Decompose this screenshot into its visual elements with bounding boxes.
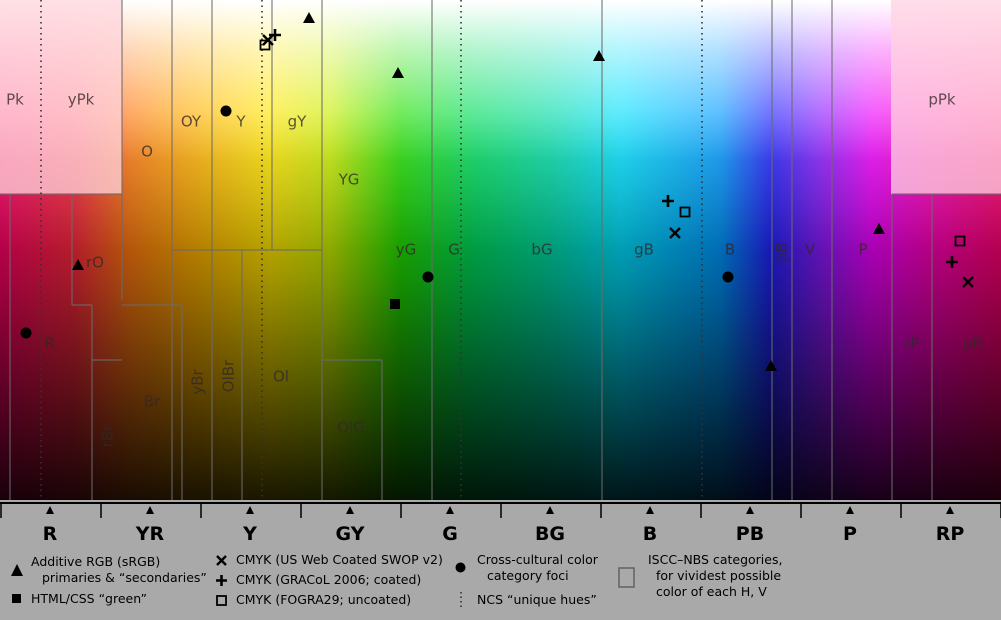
hue-axis-label-p: P xyxy=(843,523,857,545)
hue-axis-label-r: R xyxy=(43,523,58,545)
triangle-marker-rgb xyxy=(593,50,605,61)
legend-fogra-text: CMYK (FOGRA29; uncoated) xyxy=(236,592,412,607)
hue-axis-label-g: G xyxy=(442,523,458,545)
open-square-marker-fogra xyxy=(259,39,271,51)
open-square-icon xyxy=(216,595,227,606)
axis-tick-triangle xyxy=(146,506,154,514)
plus-marker-gracol xyxy=(946,256,958,268)
dotted-line-icon xyxy=(460,592,462,608)
category-label-rp: rP xyxy=(904,335,919,353)
category-label-ro: rO xyxy=(86,254,104,272)
category-label-yg: YG xyxy=(338,171,360,189)
category-label-gb: gB xyxy=(634,241,654,259)
circle-marker-foci xyxy=(20,327,32,339)
category-label-p: P xyxy=(858,241,867,259)
category-label-v: V xyxy=(805,241,816,259)
category-label-br: Br xyxy=(144,393,161,411)
triangle-marker-rgb xyxy=(392,67,404,78)
plus-mark-icon xyxy=(216,575,227,586)
axis-tick-triangle xyxy=(246,506,254,514)
category-label-g: G xyxy=(448,241,460,259)
x-marker-swop xyxy=(669,227,681,239)
hue-axis-label-y: Y xyxy=(242,523,257,545)
plus-marker-gracol xyxy=(269,29,281,41)
legend-iscc-line1: ISCC–NBS categories, xyxy=(648,552,783,567)
axis-tick-triangle xyxy=(846,506,854,514)
triangle-marker-rgb xyxy=(765,360,777,371)
axis-tick-triangle xyxy=(346,506,354,514)
legend-html-text: HTML/CSS “green” xyxy=(31,591,147,606)
category-label-ol: Ol xyxy=(273,368,289,386)
outline-rect-icon xyxy=(618,567,635,588)
hue-axis: R YR Y GY G BG B PB P RP xyxy=(0,503,1001,545)
circle-marker-foci xyxy=(422,271,434,283)
ncs-unique-hue-lines xyxy=(40,0,703,500)
pink-region-right xyxy=(891,0,1001,194)
category-label-r: R xyxy=(45,335,55,353)
axis-tick-triangle xyxy=(946,506,954,514)
open-square-marker-fogra xyxy=(954,235,966,247)
category-label-ypk: yPk xyxy=(68,91,95,109)
x-marker-swop xyxy=(962,276,974,288)
hue-axis-label-gy: GY xyxy=(336,523,365,545)
legend-iscc-line2: for vividest possible xyxy=(656,568,782,583)
category-boundaries xyxy=(0,0,1001,500)
legend-foci-line1: Cross-cultural color xyxy=(477,552,598,567)
legend-ncs-text: NCS “unique hues” xyxy=(477,592,597,607)
triangle-marker-rgb xyxy=(72,259,84,270)
color-markers xyxy=(20,12,974,371)
axis-tick-triangle xyxy=(746,506,754,514)
category-label-ybr: yBr xyxy=(189,369,207,395)
category-label-y: Y xyxy=(235,113,246,131)
category-label-oy: OY xyxy=(181,113,202,131)
hue-axis-label-yr: YR xyxy=(135,523,165,545)
category-label-o: O xyxy=(141,143,153,161)
legend-iscc-line3: color of each H, V xyxy=(656,584,767,599)
filled-square-marker-html xyxy=(390,299,400,309)
x-mark-icon xyxy=(216,555,227,566)
legend-gracol-text: CMYK (GRACoL 2006; coated) xyxy=(236,572,422,587)
triangle-marker-rgb xyxy=(303,12,315,23)
hue-axis-label-bg: BG xyxy=(535,523,565,545)
category-label-olg: OlG xyxy=(337,419,365,437)
circle-marker-foci xyxy=(220,105,232,117)
category-label-ppk: pPk xyxy=(928,91,956,109)
legend-rgb-line1: Additive RGB (sRGB) xyxy=(31,554,161,569)
filled-square-icon xyxy=(12,594,21,603)
category-label-pb: pB xyxy=(773,242,791,262)
triangle-icon xyxy=(11,564,23,576)
axis-tick-triangle xyxy=(446,506,454,514)
axis-tick-triangle xyxy=(646,506,654,514)
category-label-rbr: rBr xyxy=(99,424,117,447)
legend-swop-text: CMYK (US Web Coated SWOP v2) xyxy=(236,552,443,567)
legend: Additive RGB (sRGB) primaries & “seconda… xyxy=(0,548,1001,620)
category-label-b: B xyxy=(725,241,735,259)
plus-marker-gracol xyxy=(662,195,674,207)
legend-foci-line2: category foci xyxy=(487,568,569,583)
category-label-gy: gY xyxy=(288,113,308,131)
category-label-pr: pR xyxy=(963,335,983,353)
axis-tick-triangle xyxy=(546,506,554,514)
category-label-pk: Pk xyxy=(6,91,24,109)
category-label-bg: bG xyxy=(531,241,552,259)
circle-icon xyxy=(455,562,466,573)
category-label-olbr: OlBr xyxy=(220,359,238,392)
hue-axis-label-b: B xyxy=(643,523,657,545)
category-label-yg: yG xyxy=(396,241,417,259)
value-lightening xyxy=(0,0,1001,500)
legend-rgb-line2: primaries & “secondaries” xyxy=(42,570,207,585)
open-square-marker-fogra xyxy=(679,206,691,218)
hue-axis-label-pb: PB xyxy=(736,523,764,545)
hue-axis-label-rp: RP xyxy=(936,523,965,545)
axis-tick-triangle xyxy=(46,506,54,514)
circle-marker-foci xyxy=(722,271,734,283)
triangle-marker-rgb xyxy=(873,223,885,234)
pink-region-left xyxy=(0,0,122,194)
